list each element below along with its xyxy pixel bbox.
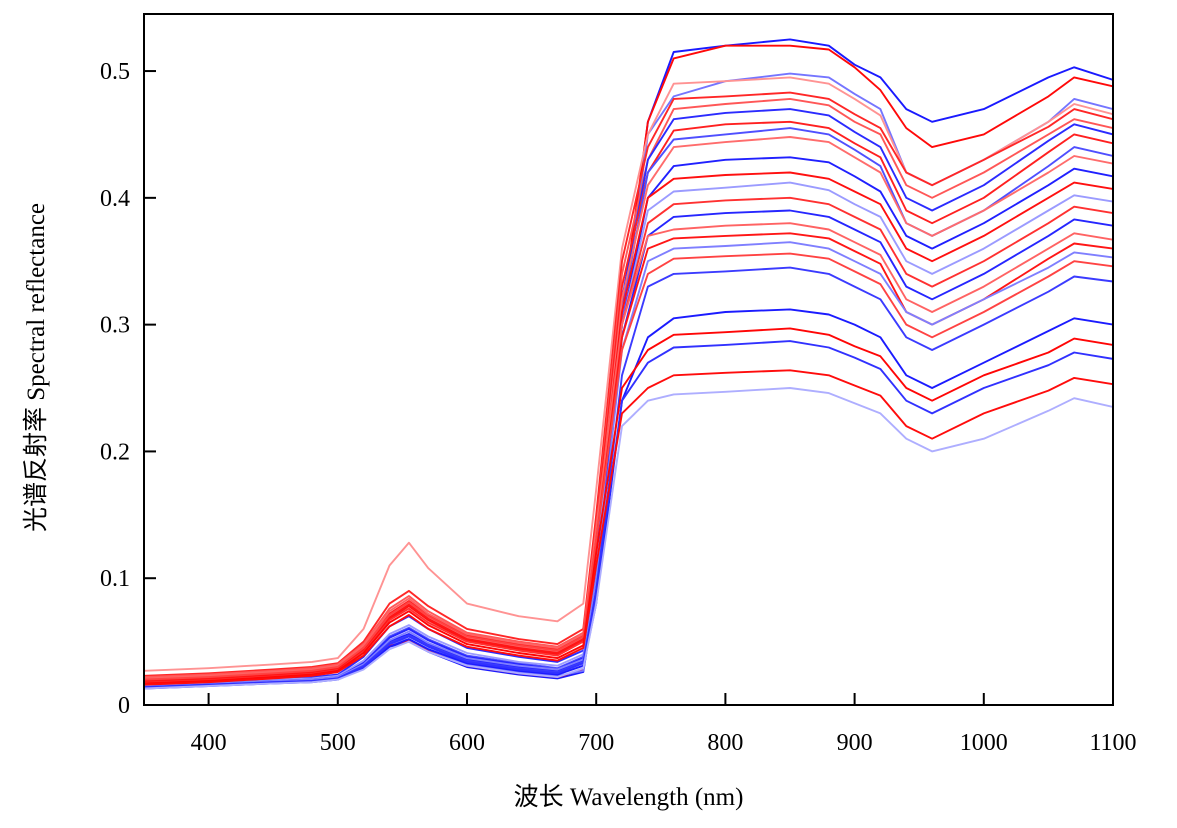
- x-tick-label: 900: [837, 730, 873, 756]
- spectrum-line-23: [144, 340, 1113, 689]
- spectrum-line-5: [144, 91, 1113, 677]
- y-tick-label: 0.5: [100, 59, 130, 85]
- x-tick-label: 800: [707, 730, 743, 756]
- x-tick-label: 1100: [1089, 730, 1136, 756]
- axis-ticks: [144, 70, 1114, 706]
- x-tick-label: 600: [449, 730, 485, 756]
- y-tick-labels: 0 0.1 0.2 0.3 0.4 0.5: [100, 59, 130, 719]
- spectrum-line-19: [144, 252, 1113, 681]
- x-tick-label: 500: [320, 730, 356, 756]
- y-tick-label: 0: [118, 693, 130, 719]
- spectrum-line-6: [144, 97, 1113, 679]
- y-tick-label: 0.2: [100, 439, 130, 465]
- x-tick-labels: 400 500 600 700 800 900 1000 1100: [191, 730, 1137, 756]
- spectrum-line-1: [144, 38, 1113, 689]
- spectrum-line-22: [144, 327, 1113, 685]
- spectrum-line-16: [144, 222, 1113, 680]
- x-tick-label: 400: [191, 730, 227, 756]
- spectrum-line-21: [144, 308, 1113, 690]
- x-tick-label: 1000: [960, 730, 1008, 756]
- spectrum-line-24: [144, 369, 1113, 686]
- x-tick-label: 700: [578, 730, 614, 756]
- y-tick-label: 0.4: [100, 186, 130, 212]
- plot-frame: [143, 13, 1114, 706]
- x-axis-title: 波长 Wavelength (nm): [514, 783, 744, 811]
- spectrum-line-2: [144, 44, 1113, 689]
- spectrum-line-18: [144, 241, 1113, 687]
- plot-area: [144, 38, 1113, 690]
- spectrum-line-4: [144, 76, 1113, 672]
- y-tick-label: 0.1: [100, 566, 130, 592]
- spectrum-line-25: [144, 387, 1113, 690]
- y-axis-title: 光谱反射率 Spectral reflectance: [22, 203, 50, 532]
- y-tick-label: 0.3: [100, 313, 130, 339]
- spectrum-line-8: [144, 120, 1113, 681]
